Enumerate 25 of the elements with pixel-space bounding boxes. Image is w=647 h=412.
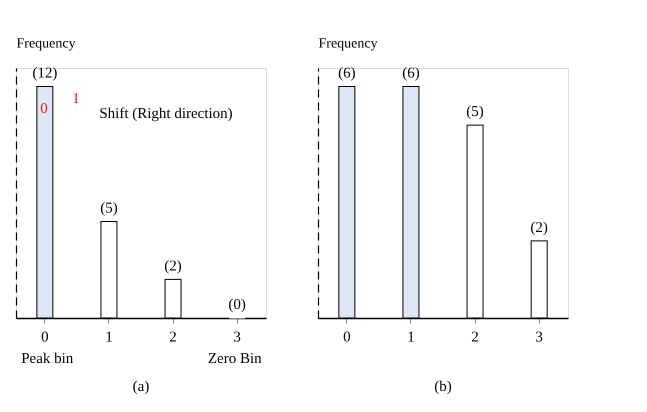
x-tick-label: 2 (169, 330, 177, 346)
x-tick-label: 2 (471, 330, 479, 346)
x-tick-label: 3 (233, 330, 241, 346)
y-axis-title: Frequency (318, 36, 378, 52)
data-label: (6) (338, 66, 356, 82)
data-label: (2) (530, 220, 548, 236)
text: (a) (132, 379, 150, 395)
data-label: (5) (466, 104, 484, 120)
x-tick-label: 1 (407, 330, 415, 346)
data-label: (2) (164, 258, 182, 274)
y-axis-title: Frequency (16, 36, 76, 52)
x-tick-label: 3 (535, 330, 543, 346)
text: Peak bin (21, 351, 74, 367)
x-tick-label: 0 (343, 330, 351, 346)
data-label: (0) (228, 297, 246, 313)
annotation: 1 (72, 91, 80, 107)
annotation: 0 (40, 101, 48, 117)
annotation: Shift (Right direction) (99, 106, 233, 122)
data-label: (6) (402, 66, 420, 82)
x-tick-label: 1 (105, 330, 113, 346)
text: (b) (434, 379, 452, 395)
data-label: (12) (32, 66, 58, 82)
text: Zero Bin (208, 351, 262, 367)
data-label: (5) (100, 200, 118, 217)
x-tick-label: 0 (41, 330, 49, 346)
